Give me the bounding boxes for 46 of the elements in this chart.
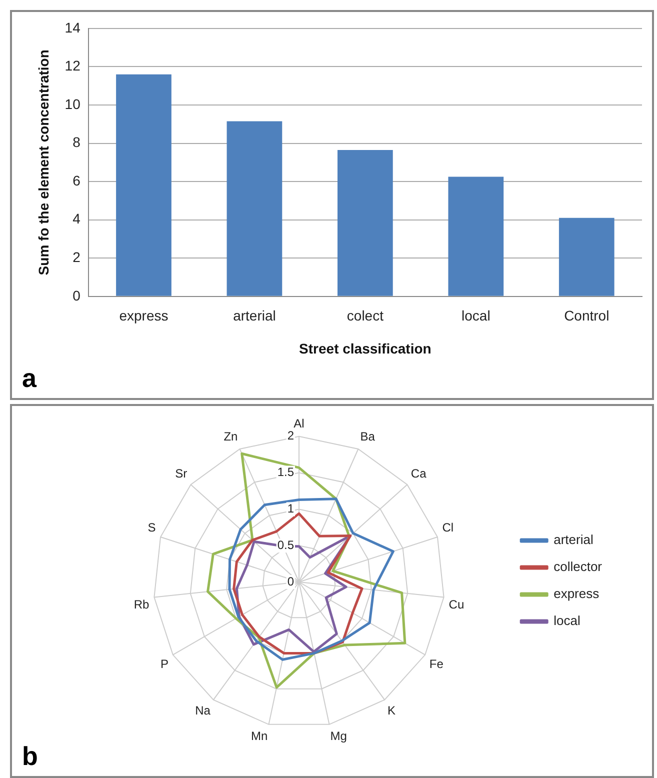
spoke-label: Mg [330,728,347,743]
x-axis-title: Street classification [299,340,432,356]
y-tick-label: 0 [72,287,81,304]
spoke-label: Al [294,416,304,431]
legend-label: collector [554,559,603,574]
spoke-label: P [160,656,169,671]
text: a [22,363,36,394]
y-tick-label: 2 [287,428,294,443]
y-tick-label: 0 [287,574,294,588]
spoke-label: Zn [224,430,238,444]
y-tick-label: 2 [72,248,81,265]
x-tick-label: colect [346,308,384,324]
spoke-label: Sr [175,466,188,480]
legend-label: express [554,586,600,602]
y-tick-label: 1 [287,502,294,516]
spoke-label: Rb [134,597,150,612]
spoke-label: S [148,520,156,535]
bar [116,74,172,296]
spoke-label: Ba [360,430,376,444]
spoke-label: Mn [251,728,268,743]
y-tick-label: 8 [72,134,81,150]
bar [558,218,614,296]
bar [448,176,504,296]
y-tick-label: 6 [72,172,81,188]
y-tick-label: 12 [64,58,81,74]
y-axis-title: Sum fo the element concentration [35,50,52,276]
x-tick-label: local [462,308,490,324]
y-tick-label: 14 [64,19,81,36]
legend-label: arterial [554,532,594,548]
spoke-label: Na [195,703,211,718]
spoke-label: Cl [442,520,454,535]
x-tick-label: express [119,308,168,324]
bar [226,121,282,296]
x-tick-label: Control [564,308,610,324]
spoke-label: K [388,703,396,718]
y-tick-label: 4 [72,210,81,227]
legend-label: local [554,613,580,628]
text: b [22,741,38,772]
bar [338,150,393,296]
x-tick-label: arterial [233,308,276,324]
y-tick-label: 10 [64,96,81,112]
spoke-label: Fe [429,656,444,671]
spoke-label: Cu [448,597,464,612]
y-tick-label: 0.5 [277,538,294,552]
spoke-label: Ca [410,466,427,480]
y-tick-label: 1.5 [277,465,294,480]
